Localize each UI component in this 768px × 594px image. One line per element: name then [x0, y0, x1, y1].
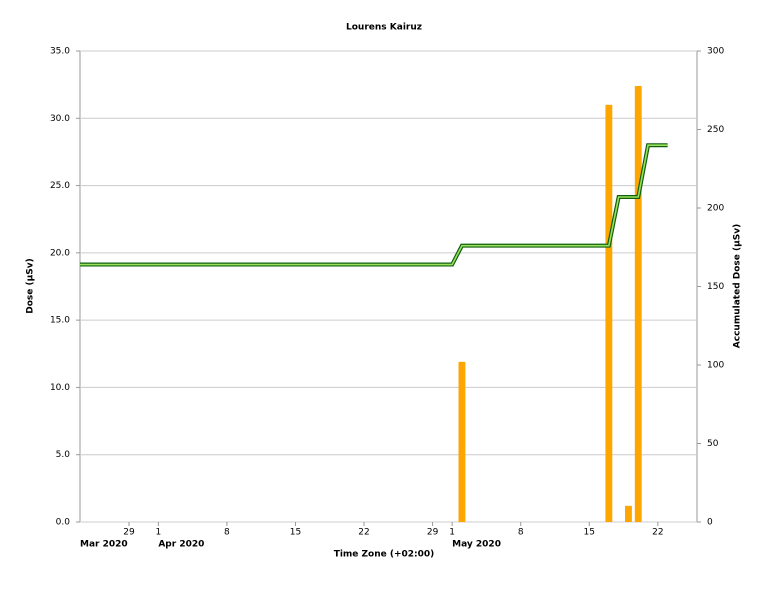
y-tick-label: 25.0 [50, 181, 70, 191]
line [80, 144, 668, 266]
x-tick-label: 1 [449, 528, 455, 538]
x-tick-label: 8 [518, 528, 524, 538]
y-tick-label: 30.0 [50, 114, 70, 124]
x-tick-label: 15 [584, 528, 595, 538]
x-axis-label: Time Zone (+02:00) [334, 550, 435, 560]
y2-tick-label: 300 [707, 47, 724, 57]
y-tick-label: 0.0 [56, 518, 71, 528]
month-label: May 2020 [452, 540, 501, 550]
y2-tick-label: 250 [707, 125, 724, 135]
bar [605, 104, 613, 522]
line-outline [80, 143, 668, 267]
y-tick-label: 20.0 [50, 248, 70, 258]
x-tick-label: 29 [427, 528, 439, 538]
bar [458, 361, 466, 522]
y2-tick-label: 100 [707, 361, 724, 371]
y2-tick-label: 0 [707, 518, 713, 528]
x-tick-label: 22 [358, 528, 369, 538]
y-tick-label: 15.0 [50, 316, 70, 326]
x-tick-label: 29 [123, 528, 135, 538]
x-tick-label: 1 [155, 528, 161, 538]
y2-tick-label: 150 [707, 282, 724, 292]
y2-axis-label: Accumulated Dose (µSv) [733, 224, 743, 348]
y-tick-label: 5.0 [56, 450, 71, 460]
chart-title: Lourens Kairuz [346, 23, 422, 33]
month-label: Mar 2020 [80, 540, 128, 550]
x-tick-label: 22 [652, 528, 663, 538]
y2-tick-label: 200 [707, 204, 724, 214]
x-tick-label: 15 [290, 528, 301, 538]
y-tick-label: 10.0 [50, 383, 70, 393]
y-axis-label: Dose (µSv) [26, 258, 36, 313]
y-tick-label: 35.0 [50, 47, 70, 57]
y2-tick-label: 50 [707, 439, 719, 449]
x-tick-label: 8 [224, 528, 230, 538]
month-label: Apr 2020 [158, 540, 204, 550]
bar [625, 505, 632, 522]
bar [634, 85, 642, 522]
